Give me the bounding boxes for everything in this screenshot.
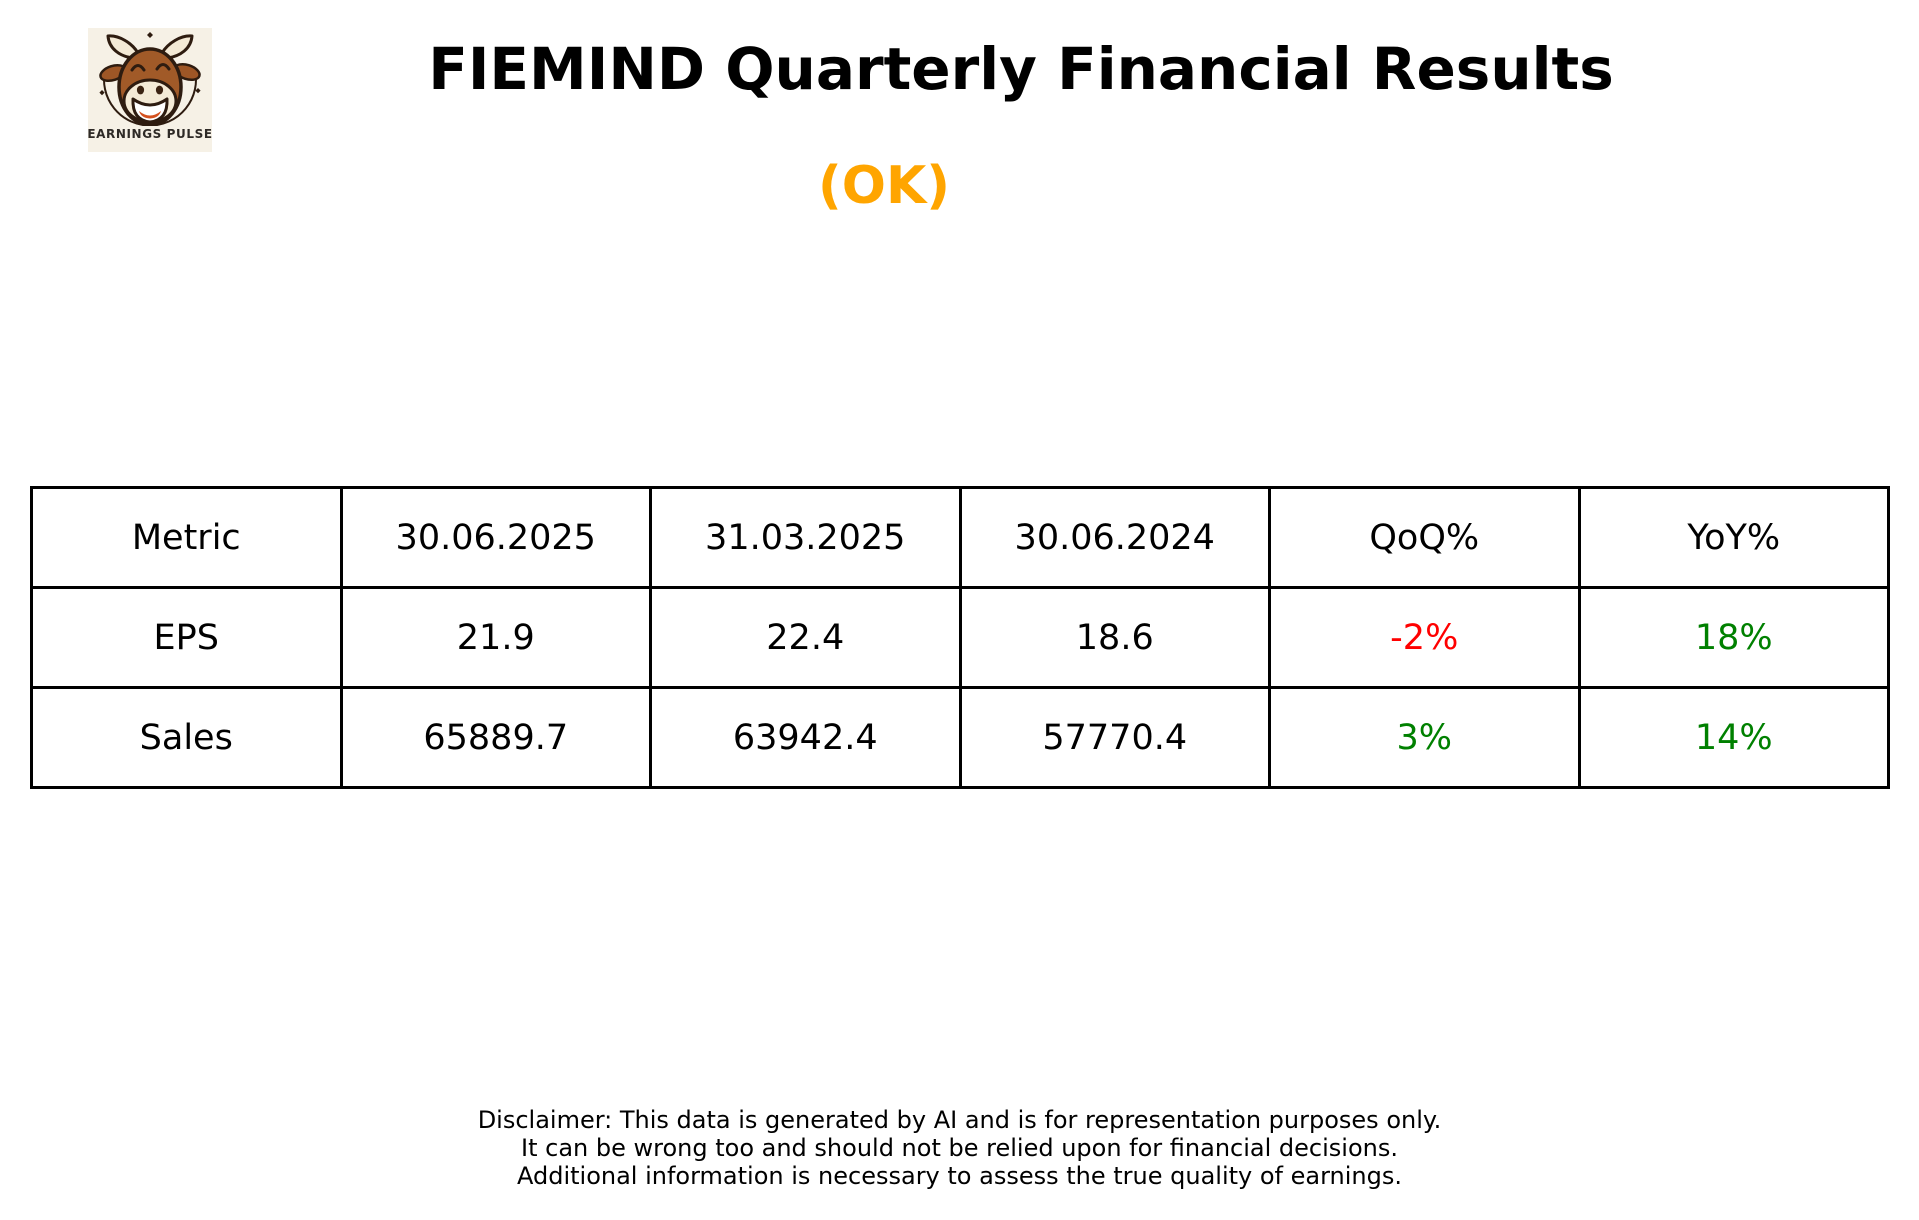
sales-previous-cell: 63942.4 [649, 686, 962, 789]
page-title: FIEMIND Quarterly Financial Results [428, 35, 1614, 103]
logo-brand-label: EARNINGS PULSE [87, 127, 213, 141]
table-header-row: Metric 30.06.2025 31.03.2025 30.06.2024 … [30, 486, 1890, 589]
header-cell-yoy: YoY% [1577, 486, 1890, 589]
laughing-bull-icon [99, 32, 201, 126]
sales-metric-cell: Sales [30, 686, 343, 789]
sales-current-cell: 65889.7 [339, 686, 652, 789]
disclaimer: Disclaimer: This data is generated by AI… [0, 1106, 1919, 1190]
sales-yearago-cell: 57770.4 [958, 686, 1271, 789]
disclaimer-line: Disclaimer: This data is generated by AI… [477, 1106, 1442, 1134]
results-table: Metric 30.06.2025 31.03.2025 30.06.2024 … [30, 486, 1890, 789]
eps-previous-cell: 22.4 [649, 586, 962, 689]
disclaimer-line: It can be wrong too and should not be re… [521, 1134, 1398, 1162]
page-subtitle: (OK) [817, 156, 951, 216]
eps-yearago-cell: 18.6 [958, 586, 1271, 689]
header-cell-metric: Metric [30, 486, 343, 589]
header-cell-q-current: 30.06.2025 [339, 486, 652, 589]
table-row-sales: Sales 65889.7 63942.4 57770.4 3% 14% [30, 686, 1890, 789]
eps-current-cell: 21.9 [339, 586, 652, 689]
eps-yoy-cell: 18% [1577, 586, 1890, 689]
sales-qoq-cell: 3% [1268, 686, 1581, 789]
table-row-eps: EPS 21.9 22.4 18.6 -2% 18% [30, 586, 1890, 689]
eps-metric-cell: EPS [30, 586, 343, 689]
sales-yoy-cell: 14% [1577, 686, 1890, 789]
eps-qoq-cell: -2% [1268, 586, 1581, 689]
disclaimer-line: Additional information is necessary to a… [516, 1162, 1402, 1190]
header-cell-qoq: QoQ% [1268, 486, 1581, 589]
header-cell-q-yearago: 30.06.2024 [958, 486, 1271, 589]
earnings-pulse-logo: EARNINGS PULSE [87, 28, 213, 152]
header-cell-q-previous: 31.03.2025 [649, 486, 962, 589]
